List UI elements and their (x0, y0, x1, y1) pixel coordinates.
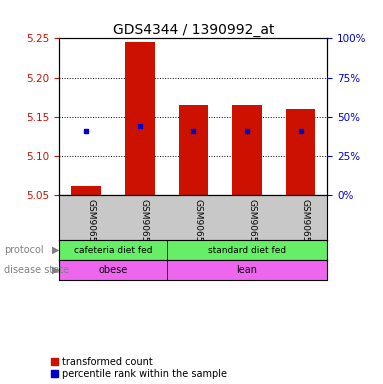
Text: protocol: protocol (4, 245, 43, 255)
Bar (286, 109, 315, 195)
Bar (59, 240, 167, 260)
Text: GSM906556: GSM906556 (140, 199, 149, 254)
Text: ▶: ▶ (52, 245, 59, 255)
Bar (167, 240, 327, 260)
Text: disease state: disease state (4, 265, 69, 275)
Bar (178, 105, 208, 195)
Bar (71, 186, 101, 195)
Title: GDS4344 / 1390992_at: GDS4344 / 1390992_at (113, 23, 274, 37)
Bar (59, 260, 167, 280)
Legend: transformed count, percentile rank within the sample: transformed count, percentile rank withi… (51, 357, 226, 379)
Text: GSM906557: GSM906557 (193, 199, 202, 254)
Text: obese: obese (98, 265, 128, 275)
Text: lean: lean (237, 265, 257, 275)
Text: GSM906555: GSM906555 (86, 199, 95, 254)
Text: ▶: ▶ (52, 265, 59, 275)
Text: standard diet fed: standard diet fed (208, 246, 286, 255)
Bar (232, 105, 262, 195)
Text: cafeteria diet fed: cafeteria diet fed (74, 246, 152, 255)
Bar (125, 42, 154, 195)
Text: GSM906558: GSM906558 (247, 199, 256, 254)
Bar (167, 260, 327, 280)
Text: GSM906559: GSM906559 (301, 199, 309, 254)
